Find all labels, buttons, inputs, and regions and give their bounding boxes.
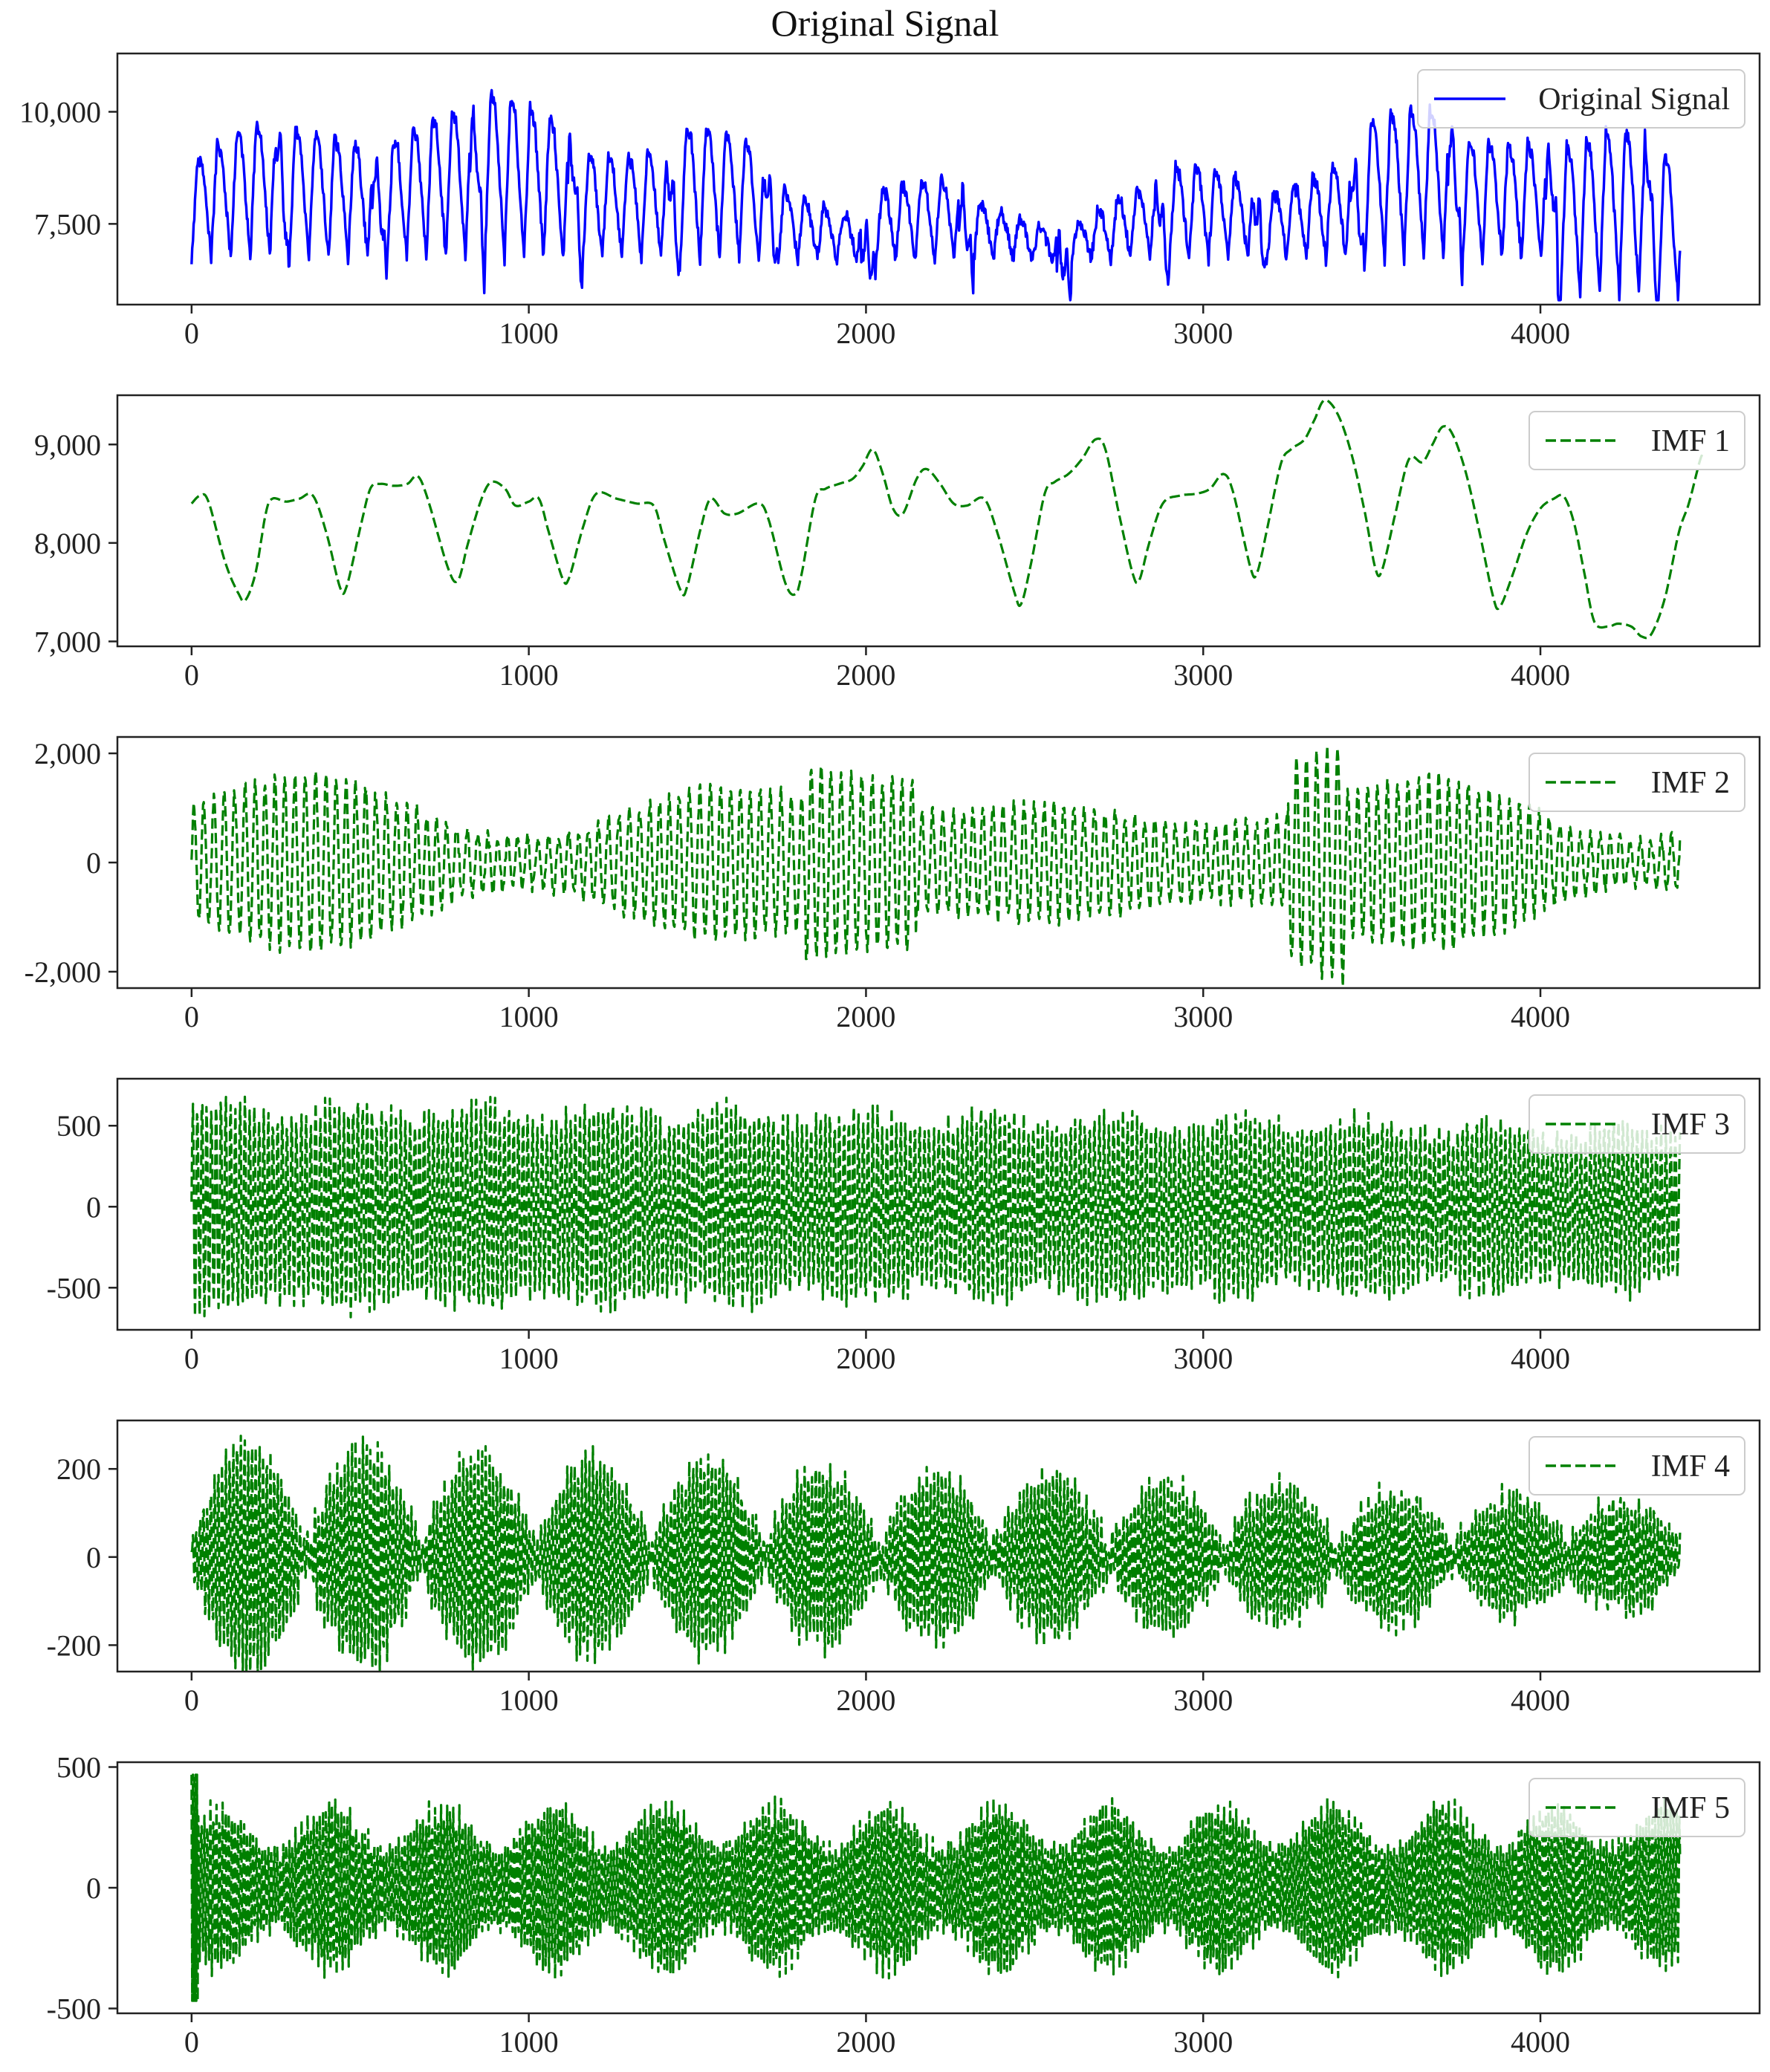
series-line-imf-4: [190, 1435, 1682, 1672]
x-tick-label: 2000: [836, 658, 895, 692]
legend-label: IMF 2: [1651, 766, 1730, 800]
legend-box: [1529, 1436, 1745, 1495]
subplot-1: 0 1000 2000 3000 4000 10,000 7,500 Original Sig…: [19, 52, 1761, 350]
x-tick-label: 3000: [1173, 1000, 1233, 1033]
subplot-2: 0 1000 2000 3000 4000 9,000 8,000 7,000 IMF 1: [34, 394, 1761, 692]
x-tick-label: 3000: [1173, 1683, 1233, 1717]
x-tick-label: 2000: [836, 1683, 895, 1717]
legend-box: [1529, 1778, 1745, 1837]
y-tick-label: 0: [86, 1871, 101, 1905]
axes-frame: [116, 1077, 1761, 1331]
y-tick-label: 0: [86, 1190, 101, 1224]
legend-label: IMF 3: [1651, 1108, 1730, 1142]
x-tick-label: 1000: [499, 2025, 559, 2059]
legend-box: [1417, 69, 1745, 129]
y-tick-label: -500: [47, 1993, 101, 2026]
x-tick-label: 4000: [1511, 1683, 1570, 1717]
y-tick-label: 0: [86, 846, 101, 880]
x-tick-label: 3000: [1173, 2025, 1233, 2059]
x-tick-label: 0: [184, 1342, 199, 1375]
x-tick-label: 2000: [836, 1000, 895, 1033]
x-tick-label: 4000: [1511, 2025, 1570, 2059]
x-tick-label: 0: [184, 1683, 199, 1717]
x-tick-label: 1000: [499, 1342, 559, 1375]
series-line-imf-3: [190, 1095, 1682, 1319]
series-line-imf-5: [190, 1773, 1682, 2002]
y-tick-label: 500: [56, 1109, 101, 1143]
x-tick-label: 1000: [499, 658, 559, 692]
x-tick-label: 4000: [1511, 658, 1570, 692]
series-line-imf-1: [190, 399, 1704, 640]
legend-label: IMF 4: [1651, 1449, 1730, 1484]
subplot-3: 0 1000 2000 3000 4000 2,000 0 -2,000 IMF 2: [25, 735, 1761, 1033]
y-tick-label: 10,000: [19, 95, 101, 129]
x-tick-label: 2000: [836, 316, 895, 350]
x-tick-label: 3000: [1173, 1342, 1233, 1375]
y-tick-label: 500: [56, 1751, 101, 1784]
legend-label: IMF 5: [1651, 1791, 1730, 1825]
figure-title: Original Signal: [771, 2, 999, 44]
x-tick-label: 4000: [1511, 1000, 1570, 1033]
y-tick-label: 7,500: [34, 207, 101, 241]
y-tick-label: 0: [86, 1541, 101, 1574]
legend-label: Original Signal: [1538, 82, 1730, 117]
series-line-imf-2: [190, 744, 1682, 988]
x-tick-label: 0: [184, 316, 199, 350]
legend-box: [1529, 1094, 1745, 1154]
legend-box: [1529, 753, 1745, 812]
x-tick-label: 4000: [1511, 316, 1570, 350]
x-tick-label: 2000: [836, 1342, 895, 1375]
axes-frame: [116, 52, 1761, 306]
y-tick-label: -200: [47, 1628, 101, 1662]
legend-box: [1529, 411, 1745, 470]
y-tick-label: 2,000: [34, 737, 101, 770]
y-tick-label: -2,000: [25, 955, 101, 989]
y-tick-label: 200: [56, 1452, 101, 1486]
x-tick-label: 1000: [499, 1000, 559, 1033]
y-tick-label: -500: [47, 1271, 101, 1305]
y-tick-label: 8,000: [34, 527, 101, 560]
axes-frame: [116, 394, 1761, 648]
y-tick-label: 9,000: [34, 428, 101, 461]
legend-label: IMF 1: [1651, 424, 1730, 458]
y-tick-label: 7,000: [34, 625, 101, 658]
x-tick-label: 1000: [499, 1683, 559, 1717]
x-tick-label: 0: [184, 658, 199, 692]
axes-frame: [116, 1419, 1761, 1673]
x-tick-label: 2000: [836, 2025, 895, 2059]
x-tick-label: 0: [184, 1000, 199, 1033]
x-tick-label: 3000: [1173, 316, 1233, 350]
x-tick-label: 0: [184, 2025, 199, 2059]
x-tick-label: 4000: [1511, 1342, 1570, 1375]
x-tick-label: 1000: [499, 316, 559, 350]
x-tick-label: 3000: [1173, 658, 1233, 692]
